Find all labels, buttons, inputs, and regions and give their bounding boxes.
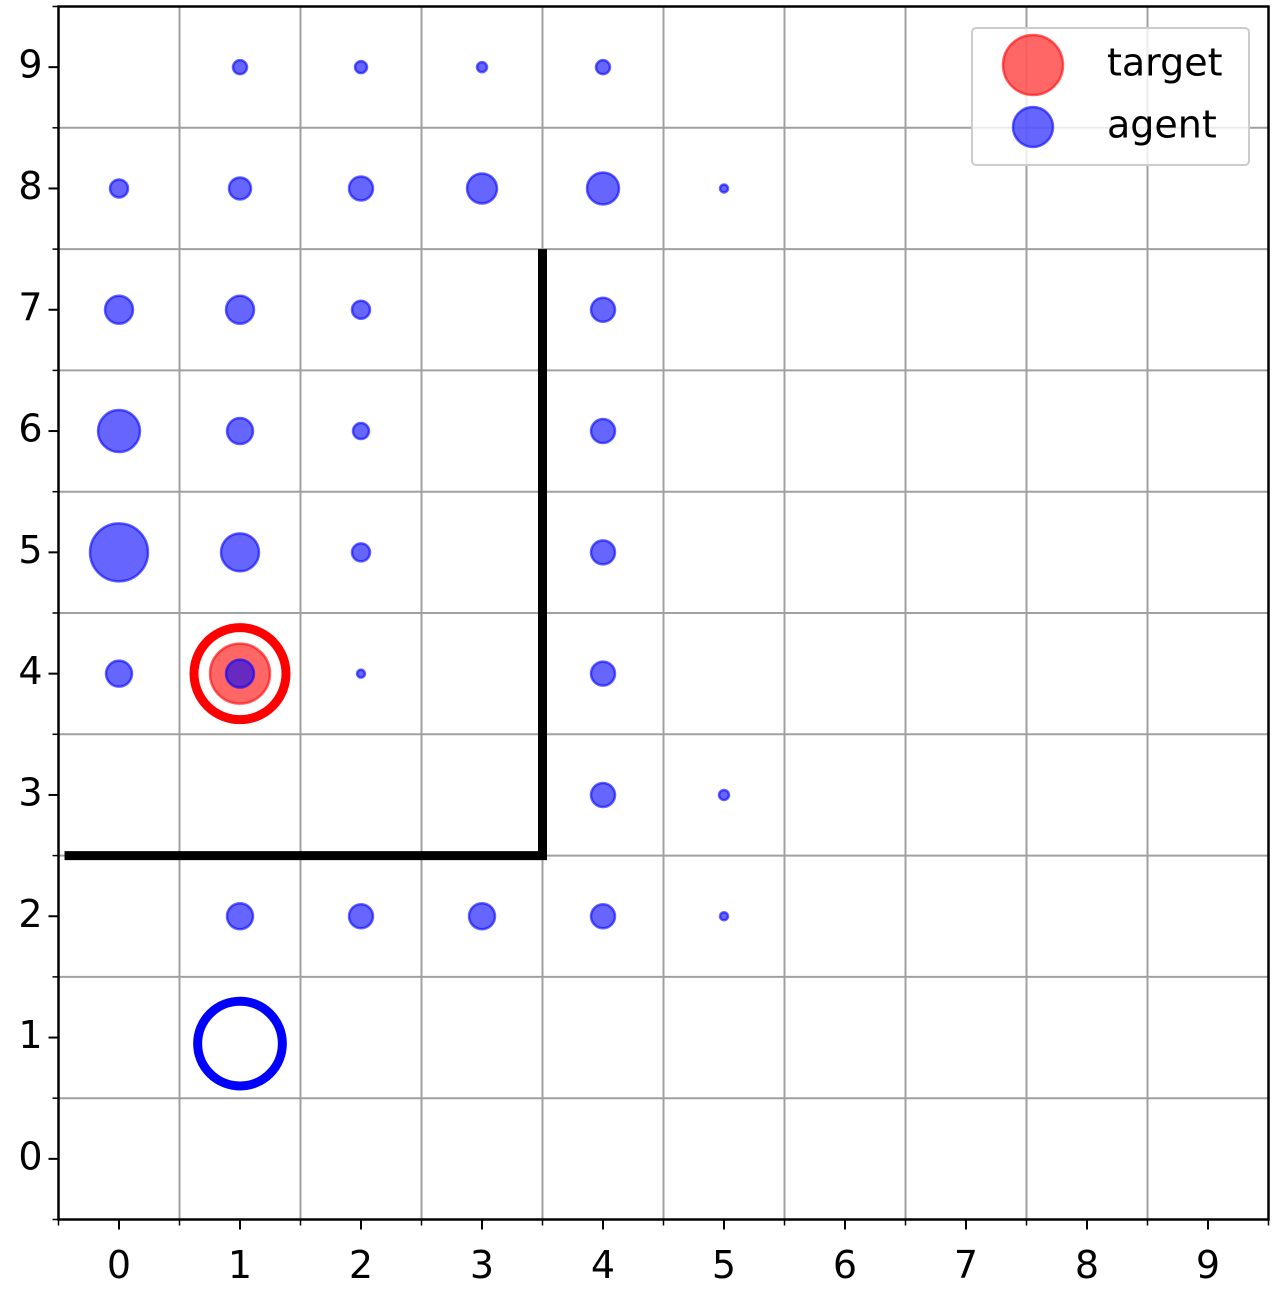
point — [219, 532, 261, 573]
point — [347, 903, 375, 930]
point — [225, 416, 255, 446]
point — [227, 176, 253, 201]
point — [718, 183, 730, 194]
point — [224, 294, 256, 325]
x-tick-label: 6 — [833, 1243, 857, 1287]
legend-label: agent — [1107, 103, 1217, 147]
point — [589, 781, 617, 809]
wall — [64, 249, 547, 861]
point — [103, 294, 135, 325]
point — [585, 171, 621, 206]
point — [350, 299, 372, 320]
legend-label: target — [1107, 41, 1223, 85]
point — [231, 58, 249, 76]
point — [589, 417, 617, 445]
point — [594, 58, 612, 76]
ring — [189, 623, 291, 725]
point — [355, 668, 367, 679]
point — [351, 421, 371, 441]
y-tick-label: 2 — [18, 892, 42, 936]
y-tick-label: 0 — [18, 1134, 42, 1178]
y-tick-label: 6 — [18, 407, 42, 451]
point — [467, 902, 497, 931]
point — [589, 660, 617, 687]
x-tick-label: 9 — [1196, 1243, 1220, 1287]
y-tick-label: 1 — [18, 1013, 42, 1057]
point — [475, 60, 489, 74]
x-tick-label: 8 — [1075, 1243, 1099, 1287]
point — [589, 296, 617, 323]
point — [88, 522, 150, 583]
y-tick-label: 4 — [18, 649, 42, 693]
point — [225, 902, 255, 931]
point — [104, 659, 134, 688]
x-tick-label: 1 — [228, 1243, 252, 1287]
y-tick-label: 7 — [18, 285, 42, 329]
point — [589, 903, 617, 930]
x-tick-label: 2 — [349, 1243, 373, 1287]
x-tick-label: 4 — [591, 1243, 615, 1287]
point — [347, 175, 375, 202]
plot-frame — [57, 5, 1270, 1221]
point — [108, 178, 130, 199]
point — [350, 542, 372, 563]
y-tick-label: 5 — [18, 528, 42, 572]
point — [353, 59, 369, 75]
x-tick-label: 7 — [954, 1243, 978, 1287]
y-tick-label: 9 — [18, 43, 42, 87]
legend-marker — [1011, 105, 1055, 149]
legend-marker — [1001, 33, 1065, 97]
x-tick-label: 3 — [470, 1243, 494, 1287]
x-tick-label: 5 — [712, 1243, 736, 1287]
point — [96, 408, 142, 454]
point — [465, 172, 499, 205]
y-tick-label: 3 — [18, 770, 42, 814]
y-tick-label: 8 — [18, 164, 42, 208]
point — [589, 539, 617, 566]
ring — [193, 996, 287, 1091]
x-tick-label: 0 — [107, 1243, 131, 1287]
point — [718, 911, 730, 922]
point — [717, 788, 731, 802]
point — [224, 658, 256, 689]
